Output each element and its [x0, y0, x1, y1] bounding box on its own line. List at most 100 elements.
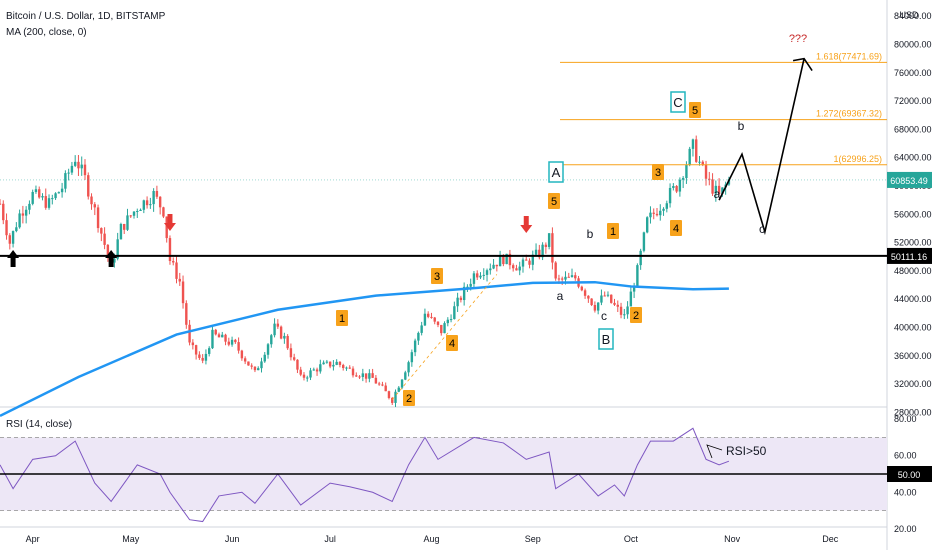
candle — [194, 344, 198, 360]
candle — [508, 249, 512, 270]
candle — [172, 257, 175, 266]
candle — [440, 324, 443, 336]
candle-body — [525, 259, 528, 261]
candle — [93, 202, 96, 216]
candle — [632, 282, 636, 299]
candle-body — [704, 164, 708, 179]
candle-body — [90, 196, 93, 205]
candle-body — [574, 275, 577, 279]
abc-box — [598, 328, 614, 350]
candle — [528, 258, 531, 269]
candle-body — [70, 165, 74, 173]
candle — [204, 349, 208, 365]
wave-number: 5 — [551, 196, 557, 208]
rsi-line — [0, 427, 730, 523]
candle — [211, 326, 214, 350]
candle-body — [446, 319, 450, 324]
candle — [2, 200, 5, 225]
candle — [263, 351, 266, 363]
candle — [662, 207, 665, 216]
candle-body — [541, 244, 544, 258]
wave-number: 2 — [633, 310, 639, 322]
candle-body — [191, 342, 195, 346]
candle-body — [175, 262, 178, 279]
rsi-tick: 40.00 — [894, 487, 917, 497]
candle — [319, 359, 322, 374]
candle — [449, 314, 453, 323]
candle — [51, 194, 54, 205]
candle — [345, 366, 348, 371]
candle-body — [600, 295, 603, 303]
candle-body — [714, 185, 718, 194]
currency-label[interactable]: USD — [899, 10, 919, 20]
candle-body — [93, 204, 96, 208]
candle-body — [149, 204, 152, 206]
candle — [583, 288, 587, 299]
candle-body — [364, 373, 368, 379]
candle-body — [41, 196, 44, 198]
wave-box — [630, 307, 642, 323]
candle-body — [201, 357, 204, 361]
candle-body — [80, 164, 83, 169]
candle — [619, 302, 623, 319]
candle — [243, 356, 247, 365]
candle — [136, 208, 139, 218]
price-tick: 52000.00 — [894, 238, 932, 248]
candle-body — [67, 172, 70, 174]
wave-number: 1 — [610, 226, 616, 238]
candle-body — [283, 335, 286, 339]
candle-body — [479, 275, 482, 278]
candle — [83, 159, 87, 180]
candle-body — [404, 372, 407, 380]
candle — [397, 386, 400, 393]
candle — [462, 282, 466, 306]
candle — [178, 272, 181, 286]
candle — [67, 168, 70, 181]
candle-body — [5, 220, 8, 236]
candle — [0, 199, 2, 205]
candle-body — [613, 302, 616, 305]
candle-body — [538, 249, 541, 258]
price-tick: 64000.00 — [894, 153, 932, 163]
support-price-value: 50111.16 — [891, 252, 927, 262]
candle-body — [325, 361, 329, 363]
candle — [476, 270, 479, 281]
candle-body — [436, 321, 440, 325]
candle-body — [472, 273, 476, 284]
candle — [152, 188, 155, 212]
candle-body — [610, 294, 613, 303]
price-tick: 40000.00 — [894, 322, 932, 332]
candle — [384, 382, 387, 392]
rsi-level-badge — [887, 466, 932, 482]
candle — [103, 227, 106, 250]
candle — [338, 361, 342, 368]
candle-body — [544, 244, 548, 247]
candle-body — [652, 212, 655, 214]
candle — [394, 389, 397, 408]
candle-body — [15, 227, 18, 232]
candle-body — [449, 319, 453, 321]
candle-body — [155, 190, 159, 197]
candle — [342, 363, 345, 371]
candle-body — [511, 265, 515, 269]
price-tick: 80000.00 — [894, 39, 932, 49]
candle — [613, 298, 616, 306]
candle-body — [247, 361, 250, 366]
candle — [328, 361, 332, 369]
candle-body — [139, 209, 142, 212]
price-tick: 76000.00 — [894, 68, 932, 78]
candle-body — [322, 362, 325, 365]
candle-body — [489, 268, 492, 271]
candle-body — [250, 365, 253, 367]
candle-body — [495, 264, 499, 267]
candle — [531, 250, 534, 271]
candle-body — [319, 364, 322, 372]
rsi-note-pointer — [706, 444, 723, 459]
candle-body — [64, 173, 67, 189]
candle-body — [636, 265, 639, 288]
candle-body — [580, 286, 584, 291]
candle — [436, 321, 440, 328]
candle-body — [616, 304, 619, 307]
candle-body — [564, 276, 567, 280]
